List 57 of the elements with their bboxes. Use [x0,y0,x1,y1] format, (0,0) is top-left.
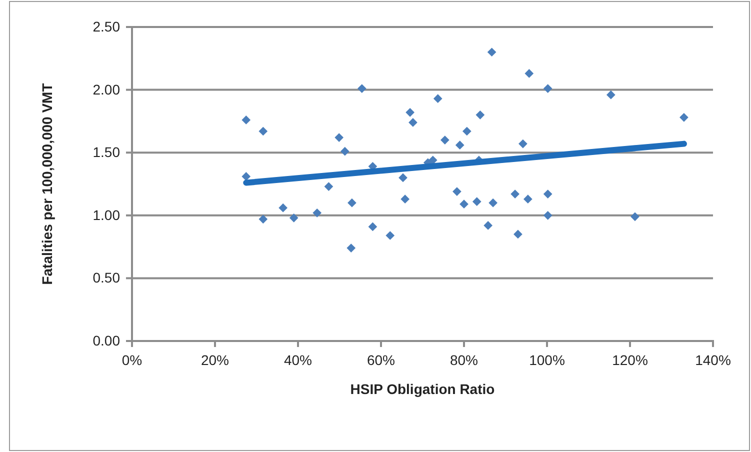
x-axis-title: HSIP Obligation Ratio [350,381,495,397]
point [472,197,482,206]
point [398,173,408,182]
point [523,194,532,204]
point [488,198,498,208]
y-tick-label: 2.50 [92,18,120,34]
y-tick-label: 1.50 [92,144,120,160]
point [433,94,442,104]
y-tick-label: 2.00 [92,81,120,98]
point [408,118,418,127]
y-tick-label: 0.00 [92,332,120,348]
point [258,214,268,224]
x-tick-label: 0% [122,352,142,368]
point [484,221,492,230]
point [630,212,640,222]
point [334,133,344,142]
point [524,69,534,78]
point [518,139,528,148]
point [510,190,520,198]
x-tick-label: 20% [200,352,230,368]
x-tick-label: 40% [284,352,312,368]
x-tick-label: 140% [695,352,731,368]
point [462,126,472,136]
y-tick-label: 0.50 [92,270,120,286]
point [406,108,414,117]
point [514,230,522,239]
point [312,208,322,218]
point [242,172,251,181]
point [543,190,552,198]
point [348,198,356,208]
point [543,84,552,93]
point [487,48,496,57]
x-tick-label: 120% [612,352,648,368]
point [357,84,366,93]
point [289,213,298,222]
point [242,116,251,124]
point [386,231,395,240]
point [606,90,616,100]
point [452,187,462,196]
point [368,222,378,232]
point [324,182,334,191]
x-tick-label: 100% [529,352,565,368]
point [476,110,485,120]
point [258,126,268,136]
point [460,200,468,209]
point [455,140,464,150]
point [440,136,450,144]
point [346,244,356,252]
point [400,194,410,204]
point [278,203,288,212]
point [680,113,688,122]
point [543,210,552,220]
y-axis-title: Fatalities per 100,000,000 VMT [39,82,55,285]
y-tick-label: 1.00 [92,206,120,223]
point [340,146,350,156]
x-tick-label: 60% [366,352,396,368]
x-tick-label: 80% [450,352,478,368]
